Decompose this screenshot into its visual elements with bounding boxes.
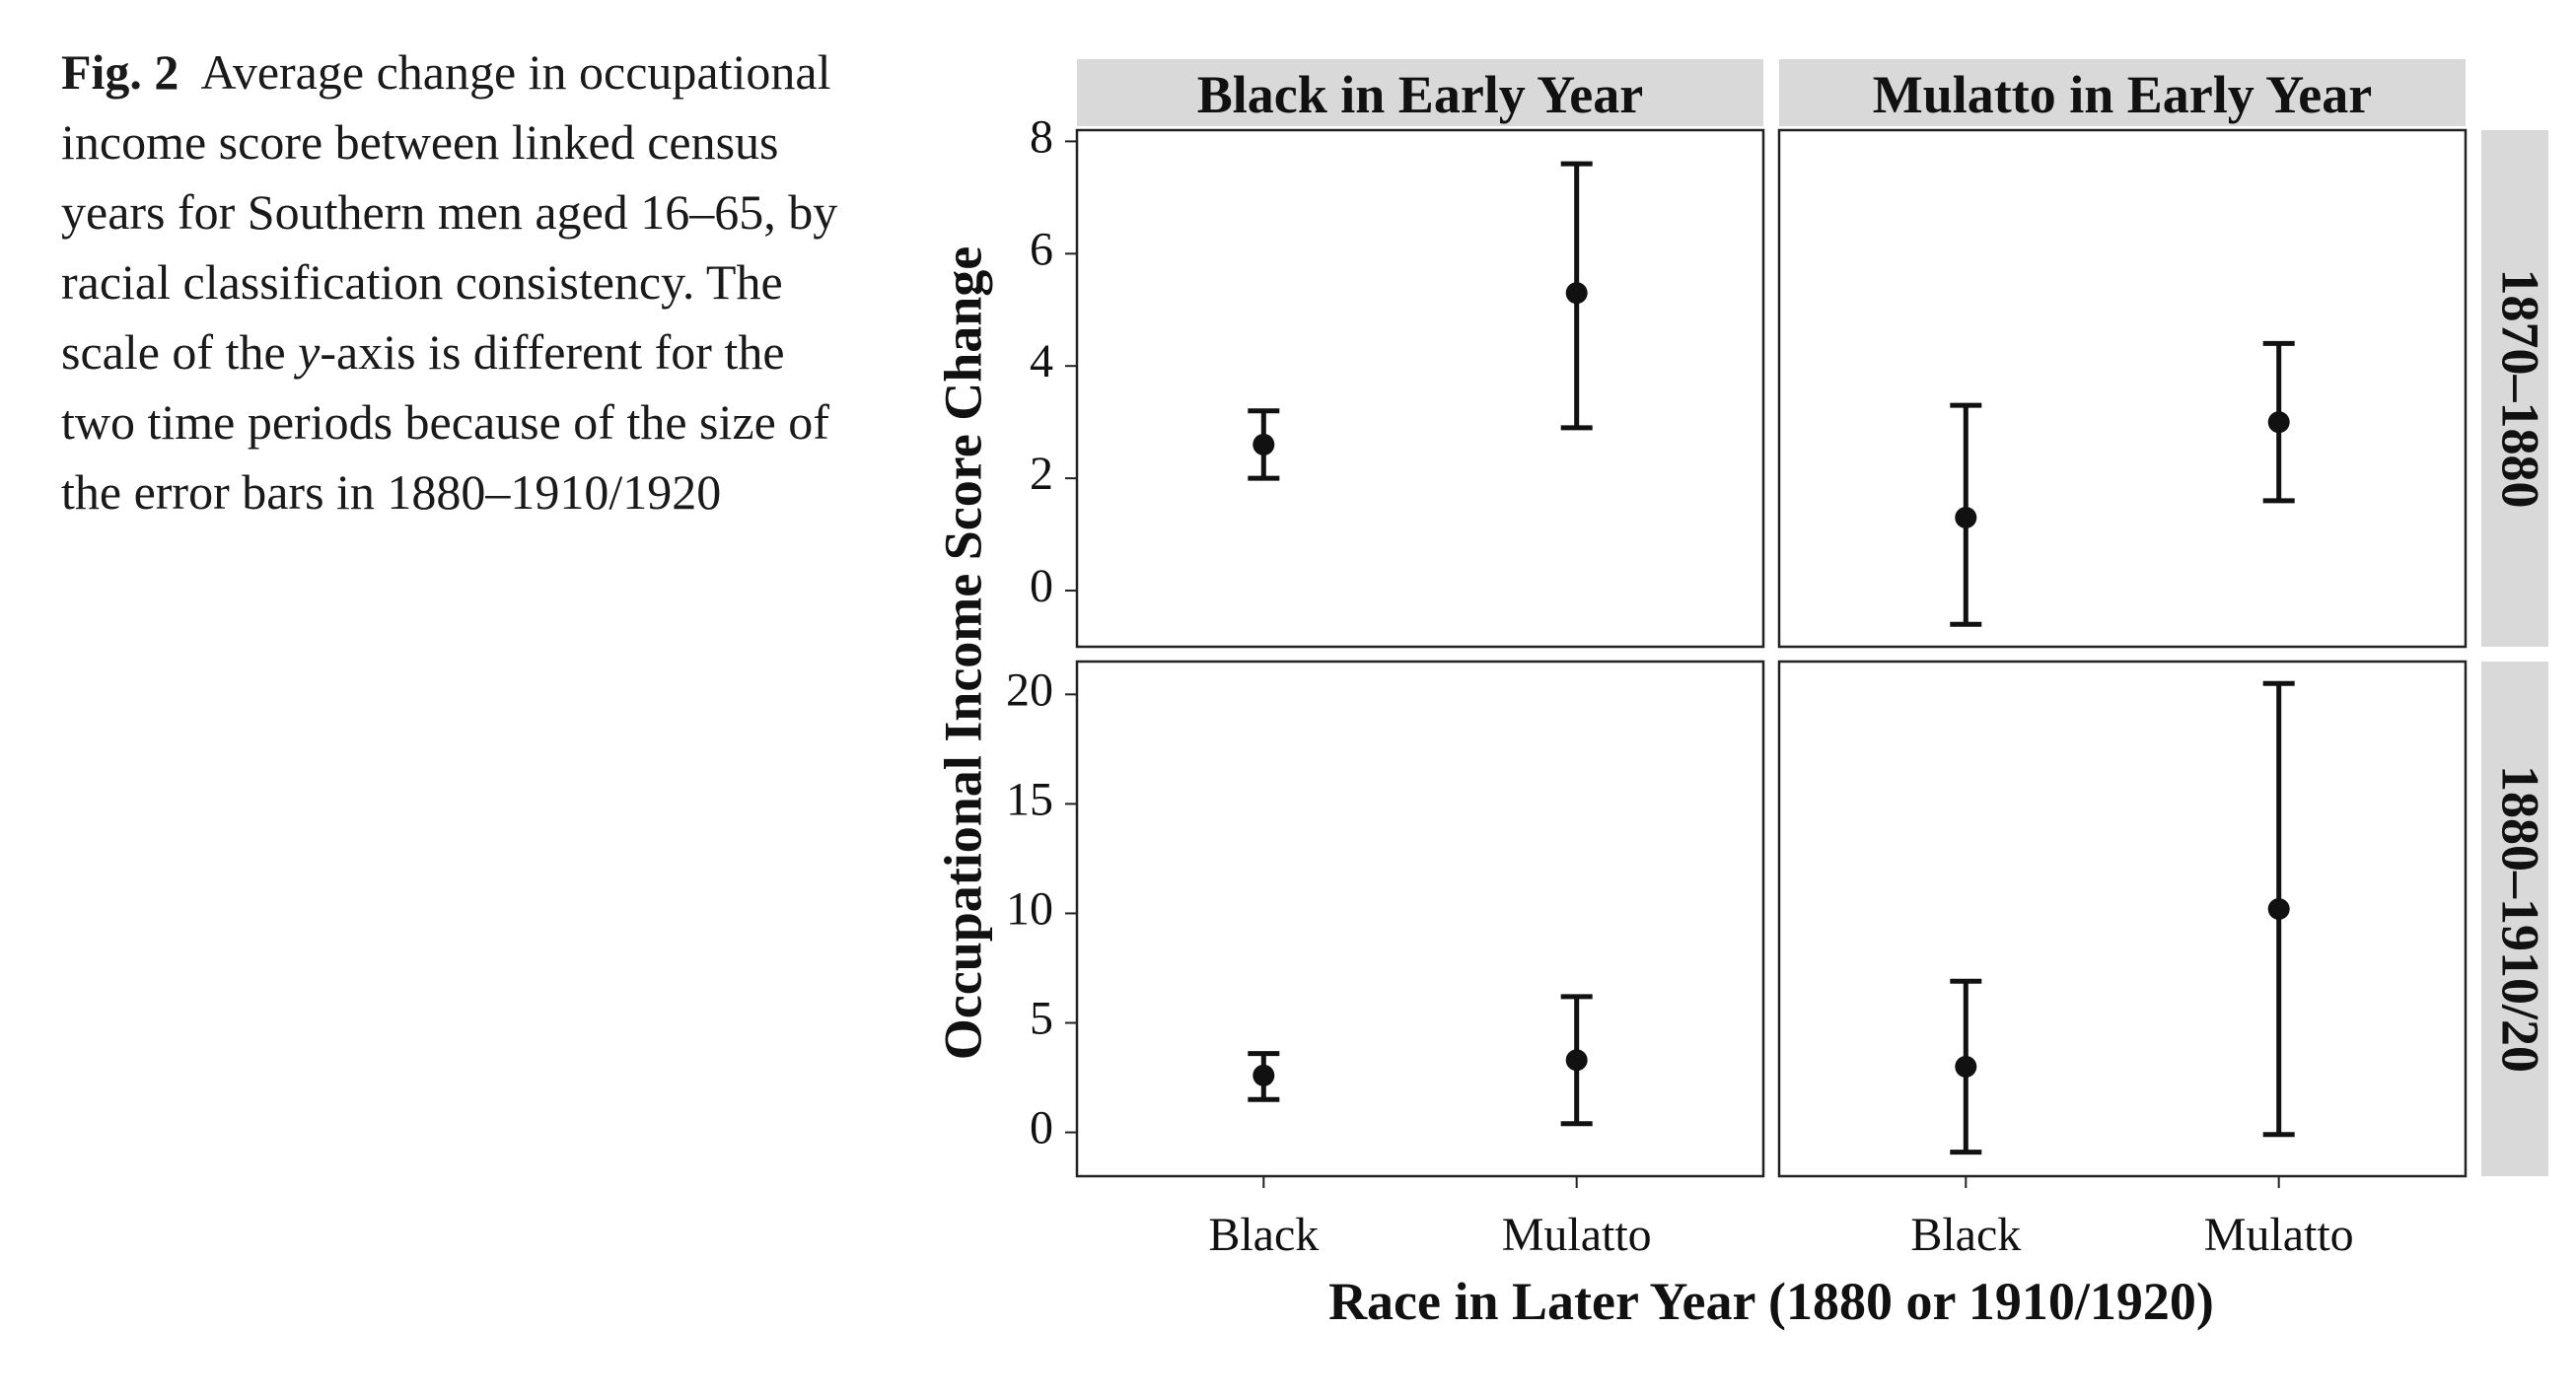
- mean-point: [1955, 1055, 1977, 1078]
- row-strip-label-2: 1880–1910/20: [2491, 765, 2550, 1073]
- x-tick-label: Black: [1910, 1209, 2021, 1261]
- column-strip-label-1: Black in Early Year: [1197, 65, 1644, 124]
- caption-text-1: Average change in occupational income sc…: [61, 44, 838, 380]
- caption-text-2: -axis is different for the two time peri…: [61, 324, 829, 520]
- mean-point: [1252, 1064, 1275, 1086]
- mean-point: [1565, 282, 1588, 305]
- panel-2-2: [1777, 660, 2468, 1178]
- row-strip-1: [2481, 130, 2548, 647]
- caption-text-italic: y: [298, 324, 321, 380]
- mean-point: [1565, 1049, 1588, 1072]
- y-tick-label: 20: [1006, 664, 1053, 716]
- x-tick-label: Black: [1208, 1209, 1319, 1261]
- y-tick-label: 4: [1030, 335, 1053, 387]
- column-strip-label-2: Mulatto in Early Year: [1873, 65, 2372, 124]
- panel-2-1: [1075, 660, 1765, 1178]
- mean-point: [1252, 433, 1275, 455]
- mean-point: [2267, 898, 2290, 921]
- y-tick-label: 15: [1006, 773, 1053, 825]
- y-tick-label: 6: [1030, 223, 1053, 275]
- x-tick-label: Mulatto: [2204, 1209, 2354, 1261]
- y-tick-label: 2: [1030, 448, 1053, 500]
- figure-label: Fig. 2: [61, 44, 179, 100]
- y-tick-label: 8: [1030, 110, 1053, 163]
- row-strip-label-1: 1870–1880: [2491, 269, 2550, 509]
- y-axis-title: Occupational Income Score Change: [933, 246, 992, 1060]
- mean-point: [2267, 411, 2290, 434]
- y-tick-label: 10: [1006, 882, 1053, 935]
- x-tick-label: Mulatto: [1502, 1209, 1652, 1261]
- y-tick-label: 0: [1030, 1102, 1053, 1154]
- figure-caption: Fig. 2 Average change in occupational inc…: [61, 37, 870, 527]
- column-strip-2: [1779, 59, 2466, 126]
- y-tick-label: 0: [1030, 560, 1053, 612]
- panel-1-2: [1777, 128, 2468, 649]
- row-strip-2: [2481, 662, 2548, 1176]
- mean-point: [1955, 507, 1977, 528]
- column-strip-1: [1077, 59, 1763, 126]
- x-axis-title: Race in Later Year (1880 or 1910/1920): [1328, 1272, 2214, 1331]
- panel-1-1: [1075, 128, 1765, 649]
- y-tick-label: 5: [1030, 993, 1053, 1045]
